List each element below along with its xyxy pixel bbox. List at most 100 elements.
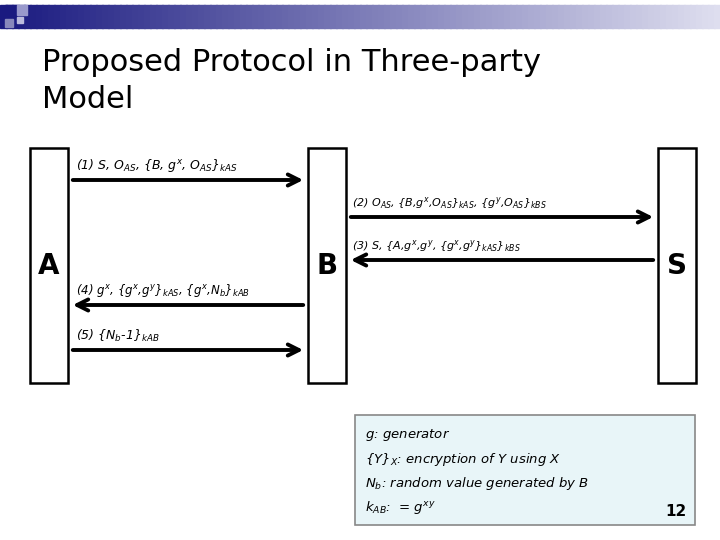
Text: B: B bbox=[316, 252, 338, 280]
Bar bbox=[576, 5, 583, 28]
Bar bbox=[636, 5, 643, 28]
Bar bbox=[42, 5, 49, 28]
Bar bbox=[360, 5, 367, 28]
Bar bbox=[228, 5, 235, 28]
Bar bbox=[648, 5, 655, 28]
Bar bbox=[378, 5, 385, 28]
Bar bbox=[624, 5, 631, 28]
Bar bbox=[5, 19, 13, 27]
Bar bbox=[384, 5, 391, 28]
Bar bbox=[420, 5, 427, 28]
Bar bbox=[66, 5, 73, 28]
Text: Model: Model bbox=[42, 85, 133, 114]
Bar bbox=[120, 5, 127, 28]
Bar bbox=[522, 5, 529, 28]
Bar bbox=[308, 148, 346, 383]
Bar bbox=[618, 5, 625, 28]
Bar bbox=[504, 5, 511, 28]
Text: (5) {$N_b$-1}$_{kAB}$: (5) {$N_b$-1}$_{kAB}$ bbox=[76, 328, 160, 344]
Bar bbox=[84, 5, 91, 28]
Bar bbox=[294, 5, 301, 28]
Bar bbox=[60, 5, 67, 28]
Bar bbox=[102, 5, 109, 28]
Bar bbox=[492, 5, 499, 28]
Bar bbox=[114, 5, 121, 28]
Bar bbox=[468, 5, 475, 28]
Bar bbox=[348, 5, 355, 28]
Bar bbox=[216, 5, 223, 28]
Bar bbox=[666, 5, 673, 28]
Bar bbox=[17, 17, 23, 23]
Bar bbox=[246, 5, 253, 28]
Bar bbox=[432, 5, 439, 28]
Text: (4) $g^x$, {$g^x$,$g^y$}$_{kAS}$, {$g^x$,$N_b$}$_{kAB}$: (4) $g^x$, {$g^x$,$g^y$}$_{kAS}$, {$g^x$… bbox=[76, 282, 250, 299]
Text: $g$: generator: $g$: generator bbox=[365, 427, 450, 443]
Text: Proposed Protocol in Three-party: Proposed Protocol in Three-party bbox=[42, 48, 541, 77]
Bar bbox=[336, 5, 343, 28]
Text: $N_b$: random value generated by B: $N_b$: random value generated by B bbox=[365, 475, 589, 492]
Bar bbox=[144, 5, 151, 28]
Bar bbox=[534, 5, 541, 28]
Bar bbox=[318, 5, 325, 28]
Bar bbox=[0, 5, 7, 28]
Bar bbox=[672, 5, 679, 28]
Bar bbox=[108, 5, 115, 28]
Bar bbox=[234, 5, 241, 28]
Bar bbox=[306, 5, 313, 28]
Bar bbox=[516, 5, 523, 28]
Bar bbox=[48, 5, 55, 28]
Bar bbox=[654, 5, 661, 28]
Bar bbox=[540, 5, 547, 28]
Bar bbox=[222, 5, 229, 28]
Bar bbox=[258, 5, 265, 28]
Bar bbox=[192, 5, 199, 28]
Bar bbox=[498, 5, 505, 28]
Text: A: A bbox=[38, 252, 60, 280]
Bar bbox=[510, 5, 517, 28]
Bar bbox=[708, 5, 715, 28]
Bar bbox=[312, 5, 319, 28]
Bar bbox=[690, 5, 697, 28]
Bar bbox=[558, 5, 565, 28]
Bar bbox=[366, 5, 373, 28]
Bar bbox=[480, 5, 487, 28]
Bar bbox=[582, 5, 589, 28]
Bar bbox=[474, 5, 481, 28]
Bar bbox=[156, 5, 163, 28]
Bar bbox=[438, 5, 445, 28]
Bar bbox=[486, 5, 493, 28]
Bar bbox=[390, 5, 397, 28]
Bar bbox=[444, 5, 451, 28]
Bar bbox=[546, 5, 553, 28]
Bar bbox=[606, 5, 613, 28]
Bar bbox=[198, 5, 205, 28]
Bar bbox=[72, 5, 79, 28]
Bar bbox=[168, 5, 175, 28]
Bar bbox=[714, 5, 720, 28]
Text: (3) $S$, {$A$,$g^x$,$g^y$, {$g^x$,$g^y$}$_{kAS}$}$_{kBS}$: (3) $S$, {$A$,$g^x$,$g^y$, {$g^x$,$g^y$}… bbox=[352, 238, 521, 254]
Bar bbox=[678, 5, 685, 28]
Bar bbox=[355, 415, 695, 525]
Bar bbox=[324, 5, 331, 28]
Bar bbox=[162, 5, 169, 28]
Bar bbox=[210, 5, 217, 28]
Bar bbox=[570, 5, 577, 28]
Text: $k_{AB}$:  = $g^{xy}$: $k_{AB}$: = $g^{xy}$ bbox=[365, 499, 436, 516]
Bar bbox=[658, 148, 696, 383]
Bar bbox=[630, 5, 637, 28]
Bar bbox=[396, 5, 403, 28]
Bar bbox=[264, 5, 271, 28]
Bar bbox=[354, 5, 361, 28]
Bar bbox=[30, 148, 68, 383]
Bar bbox=[12, 5, 19, 28]
Bar bbox=[132, 5, 139, 28]
Bar bbox=[30, 5, 37, 28]
Bar bbox=[54, 5, 61, 28]
Text: (1) $S$, $O_{AS}$, {$B$, $g^x$, $O_{AS}$}$_{kAS}$: (1) $S$, $O_{AS}$, {$B$, $g^x$, $O_{AS}$… bbox=[76, 157, 238, 174]
Bar bbox=[5, 5, 17, 17]
Bar bbox=[408, 5, 415, 28]
Bar bbox=[126, 5, 133, 28]
Bar bbox=[252, 5, 259, 28]
Bar bbox=[696, 5, 703, 28]
Bar bbox=[684, 5, 691, 28]
